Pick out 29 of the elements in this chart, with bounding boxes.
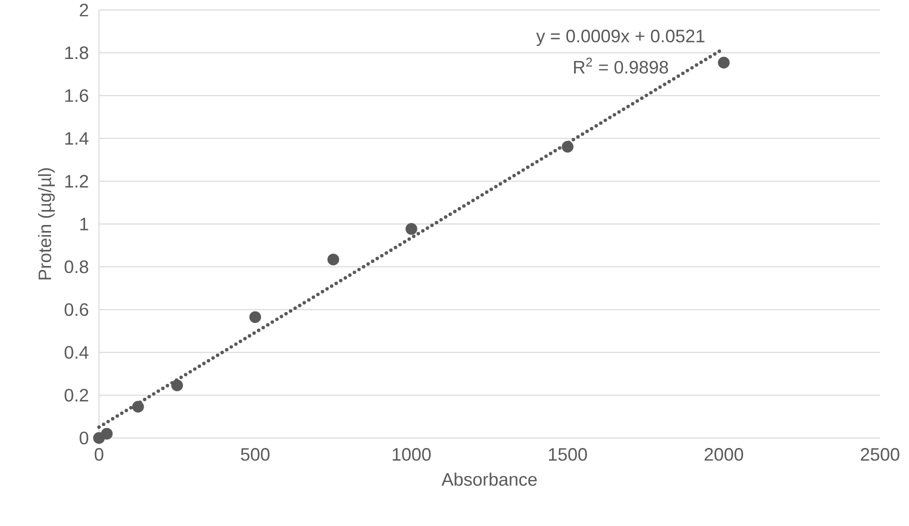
x-tick-label: 1500: [548, 448, 587, 461]
annotation: R$^{2}$ = 0.9898: [574, 58, 668, 74]
y-tick-label: 1: [80, 218, 88, 230]
y-tick-label: 2: [80, 4, 88, 16]
y-tick-label: 0: [80, 432, 88, 444]
point: [171, 379, 183, 392]
y-tick-label: 1.4: [65, 132, 88, 145]
x-tick-label: 2500: [860, 448, 900, 461]
y-axis-title: Protein (µg/µl): [38, 168, 55, 280]
point: [249, 311, 262, 323]
x-tick-label: 0: [94, 448, 104, 461]
y-tick-label: 1.6: [65, 89, 88, 102]
point: [406, 223, 418, 235]
point: [562, 140, 574, 153]
x-axis-title: Absorbance: [442, 472, 537, 486]
point: [327, 254, 340, 266]
point: [100, 428, 113, 440]
point: [132, 400, 144, 413]
y-tick-label: 0.4: [64, 346, 88, 359]
y-tick-label: 1.2: [65, 174, 88, 188]
x-tick-label: 1000: [392, 448, 431, 461]
x-tick-label: 500: [240, 448, 270, 461]
x-tick-label: 2000: [704, 448, 744, 461]
y-tick-label: 0.2: [64, 388, 88, 402]
annotation: y = 0.0009x + 0.0521: [536, 30, 704, 46]
y-tick-label: 0.6: [64, 303, 88, 316]
y-tick-label: 1.8: [65, 46, 88, 60]
point: [718, 56, 730, 69]
y-tick-label: 0.8: [64, 260, 88, 274]
